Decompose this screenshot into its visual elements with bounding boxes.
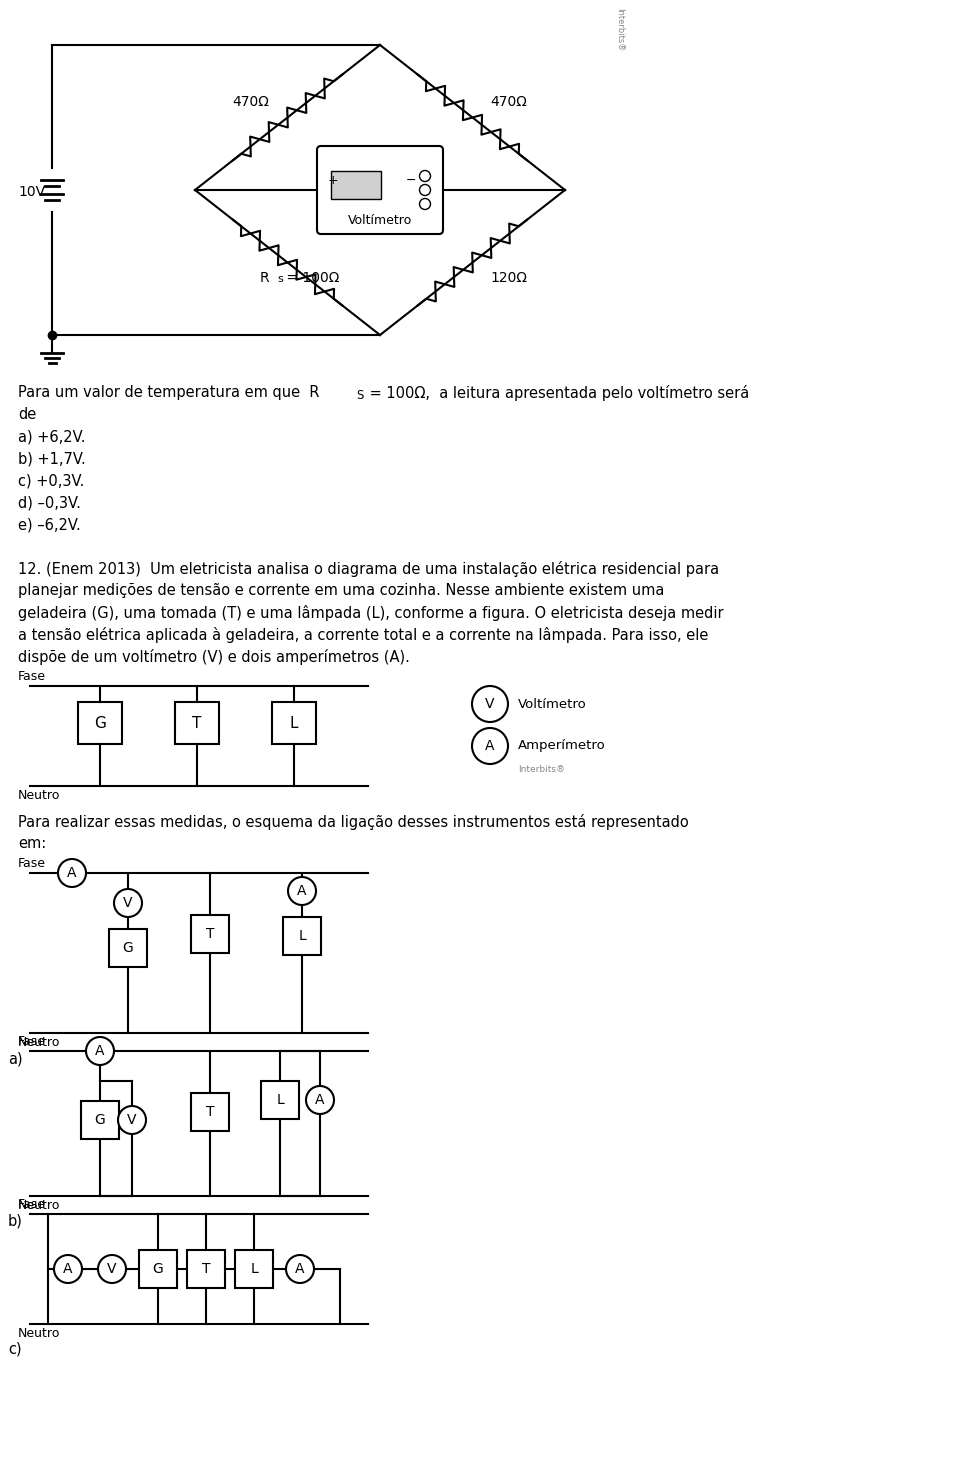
Text: T: T — [205, 1105, 214, 1118]
Bar — [109, 929, 147, 967]
Text: Neutro: Neutro — [18, 1037, 60, 1048]
Text: Fase: Fase — [18, 1199, 46, 1210]
Text: G: G — [95, 1113, 106, 1127]
Text: G: G — [123, 942, 133, 955]
Bar — [261, 1080, 299, 1118]
Circle shape — [472, 686, 508, 723]
Text: Neutro: Neutro — [18, 1327, 60, 1340]
Bar — [78, 702, 122, 745]
Text: A: A — [63, 1261, 73, 1276]
Text: de: de — [18, 407, 36, 422]
Text: L: L — [251, 1261, 258, 1276]
Text: b) +1,7V.: b) +1,7V. — [18, 451, 85, 466]
Circle shape — [98, 1256, 126, 1283]
Circle shape — [118, 1107, 146, 1134]
Text: Fase: Fase — [18, 1035, 46, 1048]
Text: a) +6,2V.: a) +6,2V. — [18, 429, 85, 444]
Circle shape — [420, 199, 430, 209]
Bar — [175, 702, 219, 745]
Circle shape — [86, 1037, 114, 1064]
Text: 120Ω: 120Ω — [491, 270, 527, 285]
FancyBboxPatch shape — [317, 146, 443, 234]
Circle shape — [58, 858, 86, 888]
Text: V: V — [108, 1261, 117, 1276]
Circle shape — [288, 877, 316, 905]
Text: G: G — [94, 715, 106, 730]
Text: L: L — [276, 1094, 284, 1107]
Text: T: T — [192, 715, 202, 730]
Text: V: V — [485, 696, 494, 711]
Bar — [191, 1094, 229, 1132]
Text: c) +0,3V.: c) +0,3V. — [18, 473, 84, 488]
Text: Amperímetro: Amperímetro — [518, 740, 606, 752]
Text: A: A — [95, 1044, 105, 1058]
Bar — [235, 1250, 273, 1288]
Text: R: R — [260, 270, 270, 285]
Text: b): b) — [8, 1215, 23, 1229]
Text: = 100Ω,  a leitura apresentada pelo voltímetro será: = 100Ω, a leitura apresentada pelo voltí… — [365, 385, 749, 402]
Circle shape — [420, 171, 430, 181]
Text: Interbits®: Interbits® — [615, 7, 624, 51]
Text: s: s — [277, 274, 283, 285]
Text: Para um valor de temperatura em que  R: Para um valor de temperatura em que R — [18, 385, 320, 400]
Text: Neutro: Neutro — [18, 1199, 60, 1212]
Text: L: L — [290, 715, 299, 730]
Text: Interbits®: Interbits® — [518, 765, 565, 774]
Circle shape — [306, 1086, 334, 1114]
Circle shape — [472, 729, 508, 764]
Circle shape — [114, 889, 142, 917]
Text: Fase: Fase — [18, 670, 46, 683]
Text: em:: em: — [18, 837, 46, 851]
Text: Voltímetro: Voltímetro — [518, 698, 587, 711]
Text: V: V — [123, 896, 132, 910]
Text: a tensão elétrica aplicada à geladeira, a corrente total e a corrente na lâmpada: a tensão elétrica aplicada à geladeira, … — [18, 626, 708, 642]
Text: A: A — [298, 883, 307, 898]
Text: T: T — [202, 1261, 210, 1276]
Text: geladeira (G), uma tomada (T) e uma lâmpada (L), conforme a figura. O eletricist: geladeira (G), uma tomada (T) e uma lâmp… — [18, 604, 724, 620]
Text: planejar medições de tensão e corrente em uma cozinha. Nesse ambiente existem um: planejar medições de tensão e corrente e… — [18, 583, 664, 599]
Text: G: G — [153, 1261, 163, 1276]
Text: A: A — [315, 1094, 324, 1107]
Text: A: A — [67, 866, 77, 880]
Text: A: A — [485, 739, 494, 753]
Text: L: L — [299, 929, 306, 943]
Text: A: A — [296, 1261, 304, 1276]
Text: 10V: 10V — [19, 185, 46, 199]
Text: = 100Ω: = 100Ω — [282, 270, 340, 285]
Text: 470Ω: 470Ω — [491, 95, 527, 110]
Text: S: S — [356, 388, 364, 402]
Text: a): a) — [8, 1051, 23, 1066]
Bar — [272, 702, 316, 745]
Circle shape — [420, 184, 430, 196]
Text: Neutro: Neutro — [18, 788, 60, 802]
Bar — [331, 171, 381, 199]
Text: V: V — [128, 1113, 136, 1127]
Circle shape — [54, 1256, 82, 1283]
Text: −: − — [406, 174, 417, 187]
Bar — [283, 917, 321, 955]
Circle shape — [286, 1256, 314, 1283]
Text: 12. (Enem 2013)  Um eletricista analisa o diagrama de uma instalação elétrica re: 12. (Enem 2013) Um eletricista analisa o… — [18, 561, 719, 577]
Bar — [187, 1250, 225, 1288]
Bar — [139, 1250, 177, 1288]
Text: 470Ω: 470Ω — [232, 95, 270, 110]
Text: c): c) — [8, 1342, 22, 1356]
Text: e) –6,2V.: e) –6,2V. — [18, 517, 81, 531]
Text: dispõe de um voltímetro (V) e dois amperímetros (A).: dispõe de um voltímetro (V) e dois amper… — [18, 650, 410, 664]
Text: +: + — [328, 174, 339, 187]
Text: d) –0,3V.: d) –0,3V. — [18, 495, 81, 510]
Bar — [191, 915, 229, 953]
Text: Voltímetro: Voltímetro — [348, 213, 412, 226]
Text: Para realizar essas medidas, o esquema da ligação desses instrumentos está repre: Para realizar essas medidas, o esquema d… — [18, 815, 688, 829]
Bar — [81, 1101, 119, 1139]
Text: T: T — [205, 927, 214, 942]
Text: Fase: Fase — [18, 857, 46, 870]
